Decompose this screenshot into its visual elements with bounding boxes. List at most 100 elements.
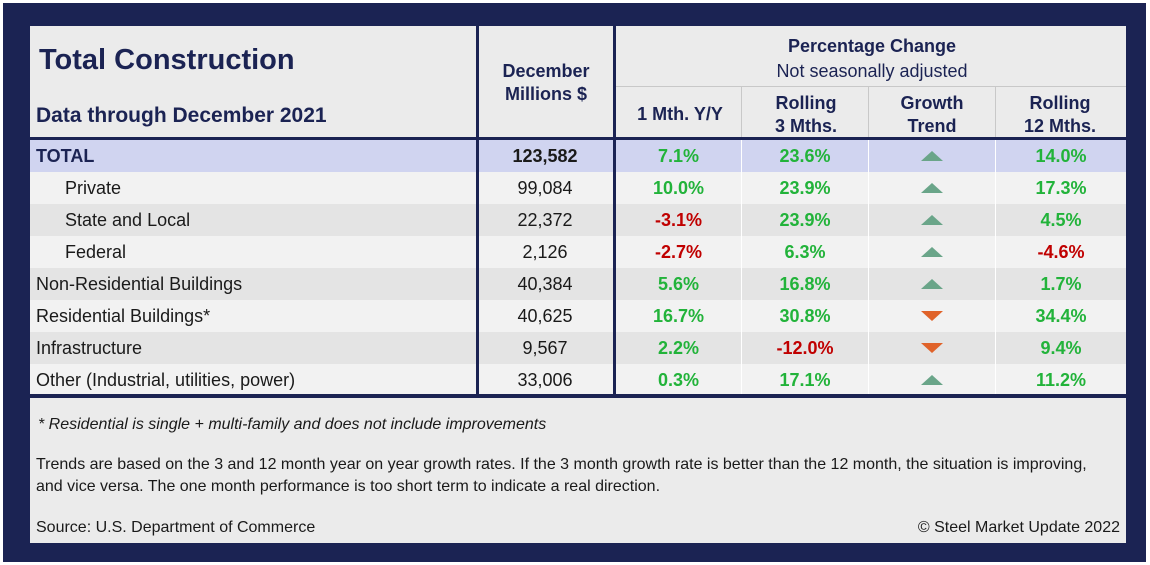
row-pct-m12: 17.3% — [1035, 178, 1087, 198]
row-pct-m1: 10.0% — [652, 178, 705, 198]
copyright-text: © Steel Market Update 2022 — [917, 519, 1120, 536]
trend-cell — [869, 268, 995, 300]
row-value: 9,567 — [522, 338, 568, 358]
row-pct-m3: 30.8% — [779, 306, 831, 326]
divider — [616, 86, 1126, 87]
source-text: Source: U.S. Department of Commerce — [36, 519, 316, 536]
up-triangle-icon — [921, 215, 943, 225]
value-col-line1: December — [502, 61, 590, 81]
page-title: Total Construction — [39, 44, 295, 76]
table-row: Residential Buildings* 40,625 16.7% 30.8% 34… — [30, 300, 1126, 332]
trend-cell — [869, 300, 995, 332]
row-pct-m12: 4.5% — [1040, 210, 1082, 230]
up-triangle-icon — [921, 375, 943, 385]
row-pct-m3: -12.0% — [776, 338, 834, 358]
row-pct-m1: 0.3% — [657, 370, 700, 390]
row-pct-m3: 23.9% — [779, 210, 831, 230]
divider — [995, 140, 996, 396]
row-label: Residential Buildings* — [36, 306, 211, 326]
table-row: Federal 2,126 -2.7% 6.3% -4.6% — [30, 236, 1126, 268]
up-triangle-icon — [921, 279, 943, 289]
row-label: Non-Residential Buildings — [36, 274, 243, 294]
trend-cell — [869, 364, 995, 396]
construction-table: Total Construction Data through December… — [30, 26, 1126, 543]
divider — [741, 87, 742, 138]
row-pct-m1: 7.1% — [657, 146, 700, 166]
pct-change-title: Percentage Change — [787, 36, 957, 56]
row-pct-m1: 2.2% — [657, 338, 700, 358]
down-triangle-icon — [921, 343, 943, 353]
trend-cell — [869, 332, 995, 364]
divider — [30, 137, 1126, 140]
table-row: Infrastructure 9,567 2.2% -12.0% 9.4% — [30, 332, 1126, 364]
down-triangle-icon — [921, 311, 943, 321]
row-pct-m12: 34.4% — [1035, 306, 1087, 326]
row-label: Federal — [65, 242, 127, 262]
title-block: Total Construction Data through December… — [30, 26, 476, 138]
row-pct-m3: 17.1% — [779, 370, 831, 390]
divider — [613, 26, 616, 398]
divider — [868, 87, 869, 138]
value-column-header: December Millions $ — [479, 60, 613, 106]
row-label: TOTAL — [36, 146, 95, 166]
divider — [868, 140, 869, 396]
row-pct-m12: -4.6% — [1037, 242, 1085, 262]
row-value: 123,582 — [512, 146, 578, 166]
frame: Total Construction Data through December… — [3, 3, 1146, 562]
row-label: Infrastructure — [36, 338, 143, 358]
col-rolling3-line2: 3 Mths. — [774, 116, 837, 136]
up-triangle-icon — [921, 183, 943, 193]
row-label: Private — [65, 178, 122, 198]
row-pct-m12: 1.7% — [1040, 274, 1082, 294]
trend-cell — [869, 172, 995, 204]
row-pct-m12: 11.2% — [1035, 370, 1087, 390]
row-pct-m3: 23.9% — [779, 178, 831, 198]
up-triangle-icon — [921, 151, 943, 161]
value-col-line2: Millions $ — [504, 84, 587, 104]
trend-cell — [869, 140, 995, 172]
col-rolling12-line2: 12 Mths. — [1023, 116, 1097, 136]
divider — [995, 87, 996, 138]
row-value: 40,384 — [517, 274, 573, 294]
col-rolling12-line1: Rolling — [1029, 93, 1091, 113]
col-trend-line1: Growth — [900, 93, 964, 113]
row-pct-m3: 16.8% — [779, 274, 831, 294]
table-row: Other (Industrial, utilities, power) 33,0… — [30, 364, 1126, 396]
row-pct-m1: 16.7% — [652, 306, 705, 326]
row-pct-m3: 23.6% — [779, 146, 831, 166]
col-trend-header: Growth Trend — [870, 92, 994, 138]
up-triangle-icon — [921, 247, 943, 257]
table-row: State and Local 22,372 -3.1% 23.9% 4.5% — [30, 204, 1126, 236]
table-row-total: TOTAL 123,582 7.1% 23.6% 14.0% — [30, 140, 1126, 172]
row-value: 40,625 — [517, 306, 573, 326]
col-1mth-line1: 1 Mth. Y/Y — [637, 104, 723, 124]
row-value: 2,126 — [522, 242, 568, 262]
trend-cell — [869, 236, 995, 268]
trend-cell — [869, 204, 995, 236]
row-value: 99,084 — [517, 178, 573, 198]
table-row: Non-Residential Buildings 40,384 5.6% 16.8%… — [30, 268, 1126, 300]
divider — [30, 394, 1126, 398]
residential-note: * Residential is single + multi-family a… — [38, 416, 547, 433]
col-rolling3-header: Rolling 3 Mths. — [744, 92, 868, 138]
row-pct-m12: 14.0% — [1035, 146, 1087, 166]
col-trend-line2: Trend — [907, 116, 957, 136]
col-1mth-header: 1 Mth. Y/Y — [618, 103, 742, 126]
row-pct-m1: -2.7% — [654, 242, 703, 262]
row-pct-m12: 9.4% — [1040, 338, 1082, 358]
page-subtitle: Data through December 2021 — [36, 104, 327, 127]
divider — [741, 140, 742, 396]
row-label: State and Local — [65, 210, 191, 230]
row-pct-m1: 5.6% — [657, 274, 700, 294]
row-pct-m1: -3.1% — [654, 210, 703, 230]
row-label: Other (Industrial, utilities, power) — [36, 370, 296, 390]
row-pct-m3: 6.3% — [784, 242, 826, 262]
footer: * Residential is single + multi-family a… — [30, 398, 1126, 543]
col-rolling3-line1: Rolling — [775, 93, 837, 113]
col-rolling12-header: Rolling 12 Mths. — [998, 92, 1122, 138]
divider — [476, 26, 479, 398]
trend-explanation: Trends are based on the 3 and 12 month y… — [36, 456, 1087, 495]
table-row: Private 99,084 10.0% 23.9% 17.3% — [30, 172, 1126, 204]
row-value: 22,372 — [517, 210, 573, 230]
row-value: 33,006 — [517, 370, 573, 390]
